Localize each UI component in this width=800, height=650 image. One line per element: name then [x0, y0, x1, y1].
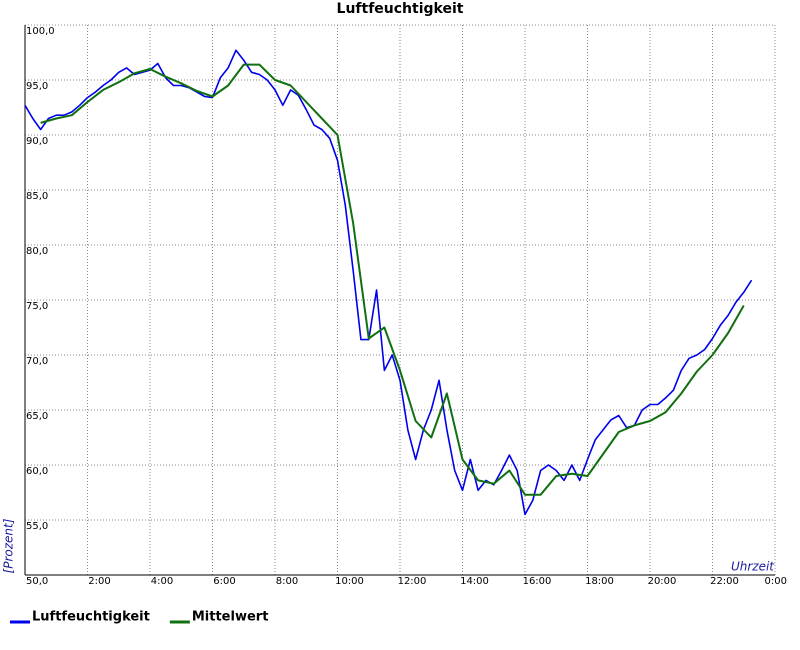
x-tick-label: 6:00	[213, 576, 235, 587]
x-axis-label: Uhrzeit	[731, 560, 775, 574]
x-tick-label: 16:00	[523, 576, 552, 587]
chart-title: Luftfeuchtigkeit	[337, 1, 464, 17]
y-tick-label: 55,0	[26, 521, 48, 532]
y-tick-label: 95,0	[26, 81, 48, 92]
x-tick-label: 0:00	[765, 576, 787, 587]
data-line	[24, 49, 753, 516]
x-tick-label: 12:00	[398, 576, 427, 587]
x-tick-label: 2:00	[88, 576, 110, 587]
data-line	[40, 63, 745, 496]
x-tick-label: 22:00	[710, 576, 739, 587]
y-tick-label: 50,0	[26, 576, 48, 587]
legend-label: Mittelwert	[192, 610, 269, 625]
x-tick-label: 10:00	[335, 576, 364, 587]
y-tick-label: 60,0	[26, 466, 48, 477]
y-tick-label: 75,0	[26, 301, 48, 312]
y-tick-label: 65,0	[26, 411, 48, 422]
y-axis-label: [Prozent]	[2, 518, 16, 573]
y-tick-label: 85,0	[26, 191, 48, 202]
y-tick-label: 70,0	[26, 356, 48, 367]
x-tick-label: 20:00	[648, 576, 677, 587]
x-tick-label: 8:00	[276, 576, 298, 587]
x-tick-label: 14:00	[460, 576, 489, 587]
y-tick-label: 80,0	[26, 246, 48, 257]
x-tick-label: 18:00	[585, 576, 614, 587]
x-tick-label: 4:00	[151, 576, 173, 587]
legend-label: Luftfeuchtigkeit	[32, 610, 150, 625]
y-tick-label: 100,0	[26, 26, 55, 37]
y-tick-label: 90,0	[26, 136, 48, 147]
